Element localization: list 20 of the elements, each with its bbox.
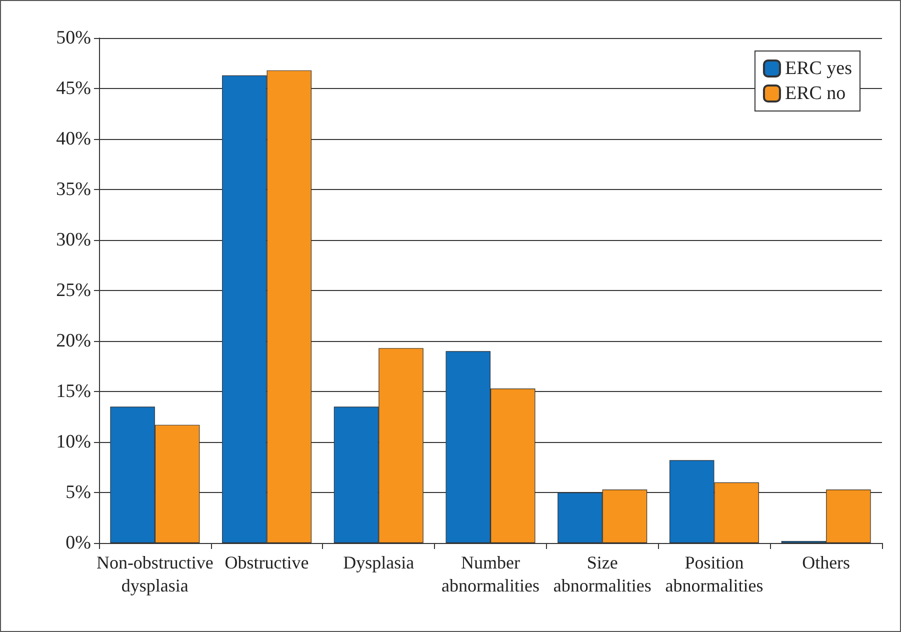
x-tick-label: Position abnormalities (665, 552, 764, 596)
x-tick-label: Dysplasia (343, 552, 414, 572)
y-tick-label: 30% (56, 230, 92, 250)
y-tick-label: 5% (66, 482, 92, 503)
x-tick-label: Others (802, 552, 850, 572)
y-tick-label: 40% (56, 128, 92, 150)
y-tick-label: 35% (56, 179, 92, 200)
x-tick-label: Size abnormalities (553, 552, 652, 596)
x-tick-label: Obstructive (224, 552, 309, 572)
y-tick-label: 15% (56, 381, 92, 402)
legend-label: ERC no (784, 83, 846, 104)
legend-label: ERC yes (784, 58, 852, 79)
y-tick-label: 0% (66, 532, 92, 554)
x-tick-label: Number abnormalities (442, 552, 540, 596)
y-tick-label: 10% (56, 432, 92, 452)
y-tick-label: 45% (56, 78, 92, 99)
y-tick-label: 50% (56, 28, 92, 48)
y-tick-label: 25% (56, 280, 92, 301)
y-tick-label: 20% (56, 330, 92, 352)
x-tick-label: Non-obstructive dysplasia (96, 552, 214, 596)
